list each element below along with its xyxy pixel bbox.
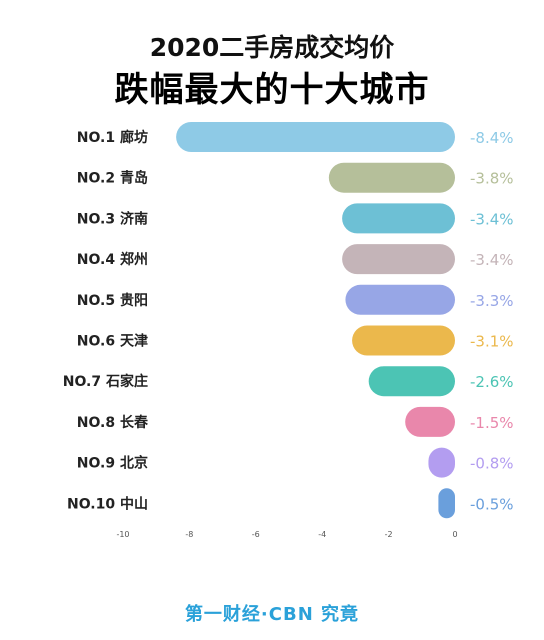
value-label: -8.4% [470,129,514,147]
value-label: -0.8% [470,455,514,473]
category-label: NO.5 贵阳 [77,292,148,309]
value-label: -3.3% [470,292,514,310]
x-axis: -10 -8 -6 -4 -2 0 [116,530,457,539]
category-label: NO.3 济南 [77,210,148,227]
x-tick-label: -10 [116,530,129,539]
x-tick-label: -2 [385,530,393,539]
bar [345,284,455,315]
chart-title-line2: 跌幅最大的十大城市 [114,70,430,110]
bar [352,325,455,356]
value-label: -3.1% [470,333,514,351]
x-tick-label: -6 [252,530,260,539]
category-label: NO.6 天津 [77,333,148,350]
bar [328,162,455,193]
category-label: NO.1 廊坊 [77,129,148,146]
x-tick-label: -4 [318,530,326,539]
bars-group: NO.1 廊坊 -8.4% NO.2 青岛 -3.8% NO.3 济南 -3.4% NO.4… [63,122,514,519]
bar [428,447,455,478]
x-tick-label: -8 [185,530,193,539]
category-label: NO.2 青岛 [77,170,148,187]
value-label: -3.4% [470,210,514,228]
category-label: NO.8 长春 [77,414,149,431]
value-label: -3.4% [470,251,514,269]
bar [405,406,455,437]
bar [438,488,455,519]
category-label: NO.10 中山 [67,495,148,512]
bar [342,244,455,275]
bar [368,366,455,397]
value-label: -0.5% [470,495,514,513]
x-tick-label: 0 [452,530,457,539]
category-label: NO.9 北京 [77,455,148,472]
brand-logo: 第一财经·CBN 究竟 [184,604,360,625]
category-label: NO.7 石家庄 [63,373,148,390]
value-label: -1.5% [470,414,514,432]
value-label: -2.6% [470,373,514,391]
bar [176,122,455,152]
value-label: -3.8% [470,170,514,188]
category-label: NO.4 郑州 [77,251,148,268]
bar [342,203,455,234]
chart-title-line1: 2020二手房成交均价 [149,33,395,62]
